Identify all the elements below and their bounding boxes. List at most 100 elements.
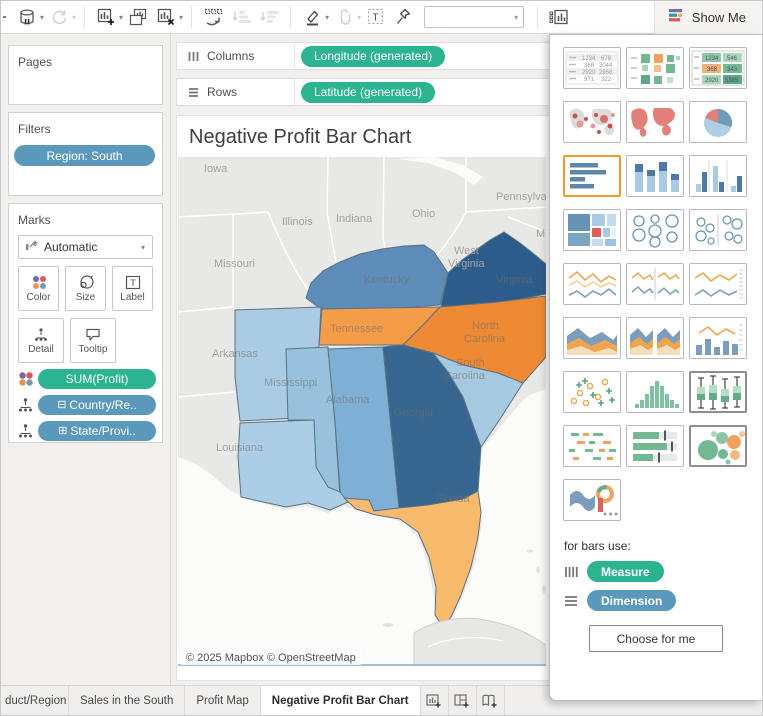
clear-sheet-icon[interactable] — [154, 5, 178, 29]
showme-highlight-table[interactable] — [626, 47, 684, 89]
for-bars-caption: for bars use: — [564, 539, 631, 553]
color-button[interactable]: Color — [18, 266, 59, 311]
showme-continuous-area[interactable] — [563, 317, 621, 359]
showme-side-by-side-bars[interactable] — [689, 155, 747, 197]
tab-profit-map[interactable]: Profit Map — [185, 686, 261, 715]
showme-bullet-graph[interactable] — [626, 425, 684, 467]
island — [536, 566, 540, 574]
svg-text:Georgia: Georgia — [394, 407, 434, 419]
showme-box-and-whisker[interactable] — [689, 371, 747, 413]
showme-histogram[interactable] — [626, 371, 684, 413]
tab-sales-in-the-south[interactable]: Sales in the South — [69, 686, 186, 715]
label-label: Label — [120, 291, 145, 303]
fit-combobox[interactable]: ▾ — [424, 6, 525, 28]
toolbar: ▾ ▾ ▾ ▾ ▾ ▾ T ▾ Show Me — [1, 1, 762, 34]
toolbar-separator — [290, 6, 292, 28]
state-pill[interactable]: ⊞ State/Provi.. — [38, 421, 156, 441]
tooltip-button[interactable]: Tooltip — [70, 318, 116, 363]
svg-text:Louisiana: Louisiana — [216, 442, 264, 454]
cuba — [413, 617, 547, 667]
highlight-caret[interactable]: ▾ — [325, 12, 330, 22]
showme-circle-views[interactable] — [626, 209, 684, 251]
clear-sheet-caret[interactable]: ▾ — [179, 12, 184, 22]
showme-discrete-area[interactable] — [626, 317, 684, 359]
island — [527, 549, 533, 553]
svg-text:T: T — [130, 278, 136, 288]
data-source-caret[interactable]: ▾ — [40, 12, 45, 22]
clipped-icon — [3, 5, 11, 29]
sum-profit-pill[interactable]: SUM(Profit) — [38, 369, 156, 389]
label-button[interactable]: T Label — [112, 266, 153, 311]
svg-text:5385: 5385 — [725, 78, 739, 84]
showme-more-charts[interactable] — [563, 479, 621, 521]
new-worksheet-icon[interactable] — [94, 5, 118, 29]
tab-product-region[interactable]: duct/Region — [1, 686, 69, 715]
svg-text:Carolina: Carolina — [464, 333, 506, 345]
showme-text-table[interactable]: 1234 678 368 3044 2920 2958 971 322 — [563, 47, 621, 89]
tab-negative-profit-bar-chart[interactable]: Negative Profit Bar Chart — [260, 686, 421, 715]
svg-text:Missouri: Missouri — [214, 258, 255, 270]
state-florida[interactable] — [343, 490, 482, 628]
filter-pill-region-south[interactable]: Region: South — [14, 145, 155, 166]
fix-axes-icon[interactable] — [392, 5, 416, 29]
showme-filled-map[interactable] — [626, 101, 684, 143]
show-me-button[interactable]: Show Me — [653, 1, 762, 34]
showme-dual-combination[interactable] — [689, 317, 747, 359]
show-cards-icon[interactable] — [547, 5, 571, 29]
choose-for-me-button[interactable]: Choose for me — [589, 625, 723, 652]
detail-button[interactable]: Detail — [18, 318, 64, 363]
new-dashboard-icon[interactable] — [449, 686, 477, 715]
showme-continuous-lines[interactable] — [563, 263, 621, 305]
text-label-icon[interactable]: T — [364, 5, 388, 29]
svg-text:2920: 2920 — [705, 78, 719, 84]
longitude-pill[interactable]: Longitude (generated) — [301, 45, 446, 67]
collapse-icon[interactable]: ⊟ — [57, 398, 67, 411]
showme-pie-chart[interactable] — [689, 101, 747, 143]
country-pill[interactable]: ⊟ Country/Re.. — [38, 395, 156, 415]
sidebar: Pages Filters Region: South Marks Automa… — [1, 34, 171, 685]
color-icon — [32, 275, 46, 289]
state-louisiana[interactable] — [237, 419, 349, 511]
columns-shelf[interactable]: Columns Longitude (generated) — [176, 42, 554, 70]
showme-side-by-side-circles[interactable] — [689, 209, 747, 251]
showme-heat-map[interactable]: 1234 546 368 343 2920 5385 — [689, 47, 747, 89]
showme-horizontal-bars[interactable] — [563, 155, 621, 197]
dimension-pill[interactable]: Dimension — [587, 590, 677, 611]
svg-text:Iowa: Iowa — [204, 163, 228, 175]
showme-dual-lines[interactable] — [689, 263, 747, 305]
size-button[interactable]: Size — [65, 266, 106, 311]
data-source-icon[interactable] — [15, 5, 39, 29]
showme-gantt[interactable] — [563, 425, 621, 467]
svg-text:2920: 2920 — [582, 70, 596, 76]
svg-text:Mississippi: Mississippi — [264, 377, 317, 389]
measure-pill[interactable]: Measure — [587, 561, 664, 582]
showme-symbol-map[interactable] — [563, 101, 621, 143]
fit-combobox-caret[interactable]: ▾ — [514, 13, 519, 22]
latitude-pill[interactable]: Latitude (generated) — [301, 81, 436, 103]
expand-icon[interactable]: ⊞ — [58, 424, 68, 437]
showme-scatter-plot[interactable] — [563, 371, 621, 413]
swap-rows-columns-icon[interactable] — [201, 5, 225, 29]
showme-discrete-lines[interactable] — [626, 263, 684, 305]
mark-type-dropdown[interactable]: Automatic ▾ — [18, 235, 153, 259]
new-story-icon[interactable] — [477, 686, 505, 715]
map-view[interactable]: Iowa Illinois Indiana Ohio Pennsylvania … — [177, 156, 562, 671]
rows-shelf[interactable]: Rows Latitude (generated) — [176, 78, 554, 106]
state-south-carolina[interactable] — [432, 352, 524, 448]
svg-text:Virginia: Virginia — [496, 274, 533, 286]
new-worksheet-caret[interactable]: ▾ — [119, 12, 124, 22]
highlight-icon[interactable] — [300, 5, 324, 29]
country-pill-label: Country/Re.. — [69, 398, 137, 412]
showme-stacked-bars[interactable] — [626, 155, 684, 197]
mark-type-caret[interactable]: ▾ — [140, 242, 145, 252]
showme-treemap[interactable] — [563, 209, 621, 251]
new-worksheet-tab-icon[interactable] — [421, 686, 449, 715]
duplicate-sheet-icon[interactable] — [126, 5, 150, 29]
svg-text:Illinois: Illinois — [282, 216, 313, 228]
colored-states — [234, 231, 547, 628]
svg-text:1234: 1234 — [582, 56, 596, 62]
showme-packed-bubbles[interactable] — [689, 425, 747, 467]
svg-text:Pennsylvania: Pennsylvania — [496, 191, 546, 203]
svg-text:Carolina: Carolina — [444, 370, 486, 382]
